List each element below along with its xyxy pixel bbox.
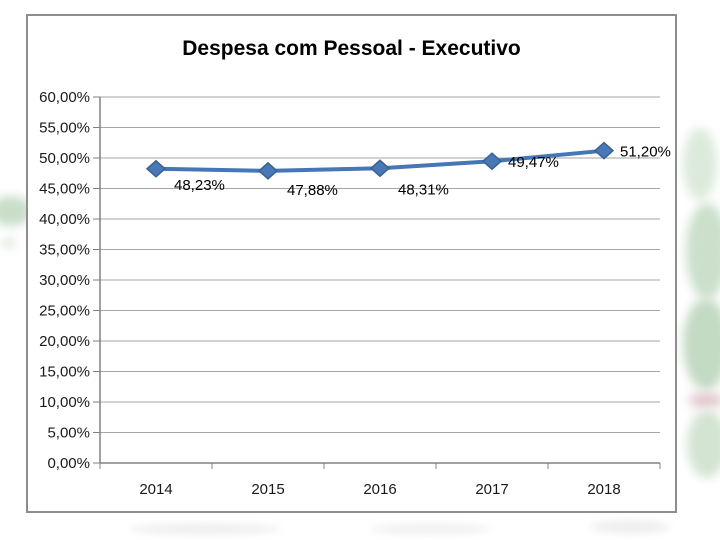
watermark-smudge-bottom-right xyxy=(590,521,670,533)
watermark-tree-right-top xyxy=(683,128,717,200)
y-axis-tick-label: 5,00% xyxy=(47,425,90,442)
y-axis-tick-label: 45,00% xyxy=(39,181,90,198)
x-axis-tick-label: 2018 xyxy=(587,481,620,498)
watermark-tree-right-berry xyxy=(688,392,720,408)
data-point-marker xyxy=(593,141,615,160)
data-point-label: 48,23% xyxy=(174,177,225,194)
watermark-tree-right-low xyxy=(683,298,720,390)
y-axis-tick-label: 20,00% xyxy=(39,333,90,350)
data-point-marker xyxy=(481,152,503,171)
y-axis-tick-label: 10,00% xyxy=(39,394,90,411)
watermark-dot-left xyxy=(2,238,16,248)
y-axis-tick-label: 0,00% xyxy=(47,455,90,472)
line-chart-plot: 60,00% 55,00% 50,00% 45,00% 40,00% 35,00% 30,0… xyxy=(39,89,671,498)
data-point-label: 48,31% xyxy=(398,181,449,198)
y-axis-tick-label: 55,00% xyxy=(39,120,90,137)
watermark-smudge-bottom-left xyxy=(130,524,280,534)
y-axis-tick-label: 15,00% xyxy=(39,364,90,381)
chart-title: Despesa com Pessoal - Executivo xyxy=(182,37,521,60)
x-axis-tick-label: 2016 xyxy=(363,481,396,498)
y-axis-tick-label: 50,00% xyxy=(39,150,90,167)
x-axis-tick-label: 2015 xyxy=(251,481,284,498)
watermark-tree-right-mid xyxy=(686,203,720,299)
data-point-marker xyxy=(257,161,279,180)
y-axis-tick-label: 25,00% xyxy=(39,303,90,320)
y-axis-tick-label: 40,00% xyxy=(39,211,90,228)
data-point-marker xyxy=(145,159,167,178)
chart-container: Despesa com Pessoal - Executivo 60,00% 55… xyxy=(26,14,677,513)
x-axis-tick-label: 2014 xyxy=(139,481,172,498)
y-axis-tick-label: 30,00% xyxy=(39,272,90,289)
data-point-label: 49,47% xyxy=(508,154,559,171)
x-axis-tick-label: 2017 xyxy=(475,481,508,498)
watermark-tree-right-bottom xyxy=(687,410,720,478)
y-axis-tick-label: 60,00% xyxy=(39,89,90,106)
data-point-marker xyxy=(369,159,391,178)
data-point-label: 51,20% xyxy=(620,144,671,161)
watermark-smudge-bottom-mid xyxy=(370,524,490,534)
y-axis-tick-label: 35,00% xyxy=(39,242,90,259)
data-point-label: 47,88% xyxy=(287,182,338,199)
